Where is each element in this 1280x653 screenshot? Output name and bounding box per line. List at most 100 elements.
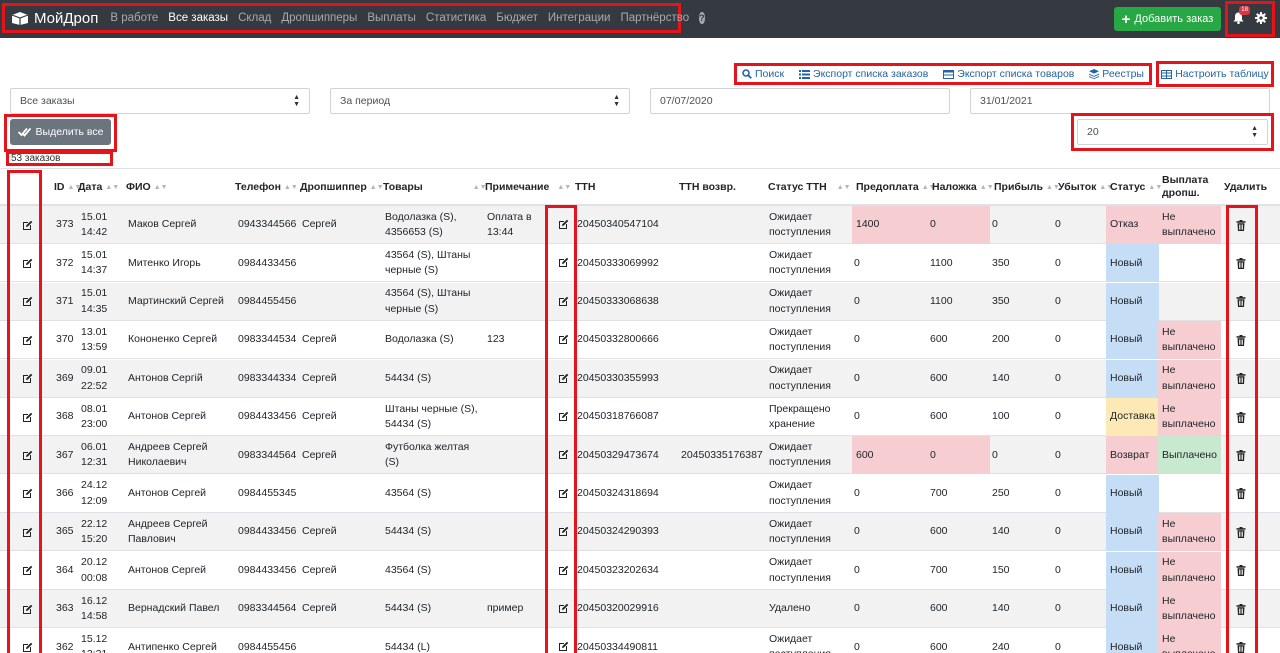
- col-phone[interactable]: Телефон ▲▼: [235, 169, 298, 205]
- ttn-edit-icon[interactable]: [558, 603, 569, 617]
- brand[interactable]: МойДроп: [11, 10, 98, 27]
- nav-link[interactable]: Все заказы: [168, 12, 229, 24]
- trash-icon[interactable]: [1236, 398, 1250, 436]
- col-name[interactable]: ФИО ▲▼: [126, 169, 168, 205]
- cell-products: 43564 (S): [385, 487, 432, 500]
- td-products: Водолазка (S): [383, 321, 481, 359]
- nav-link[interactable]: Интеграции: [547, 12, 611, 24]
- ttn-edit-icon[interactable]: [558, 296, 569, 310]
- td-payout: Не выплачено: [1158, 551, 1221, 590]
- trash-icon[interactable]: [1236, 283, 1250, 321]
- edit-icon[interactable]: [22, 552, 38, 590]
- edit-icon[interactable]: [22, 398, 38, 436]
- edit-icon[interactable]: [22, 513, 38, 551]
- cell-dropshipper: Сергей: [302, 563, 337, 576]
- ttn-edit-icon[interactable]: [558, 565, 569, 579]
- date-to-input[interactable]: 31/01/2021: [970, 88, 1270, 114]
- col-cod[interactable]: Наложка ▲▼: [932, 169, 994, 205]
- main-nav: МойДроп В работе Все заказы Склад Дропшиппе…: [2, 3, 705, 33]
- col-status[interactable]: Статус ▲▼: [1110, 169, 1162, 205]
- edit-icon[interactable]: [22, 283, 38, 321]
- cell-name: Антипенко Сергей: [128, 640, 217, 653]
- ttn-edit-icon[interactable]: [558, 219, 569, 233]
- ttn-edit-icon[interactable]: [558, 257, 569, 271]
- col-id[interactable]: ID ▲▼: [54, 169, 81, 205]
- ttn-edit-icon[interactable]: [558, 488, 569, 502]
- col-dropshipper[interactable]: Дропшиппер ▲▼: [300, 169, 384, 205]
- date-from-input[interactable]: 07/07/2020: [650, 88, 950, 114]
- ttn-edit-icon[interactable]: [558, 641, 569, 653]
- td-name: Маков Сергей: [126, 206, 231, 244]
- edit-icon[interactable]: [22, 475, 38, 513]
- cell-dropshipper: Сергей: [302, 602, 337, 615]
- add-order-button[interactable]: + Добавить заказ: [1114, 7, 1221, 31]
- nav-link[interactable]: Склад: [238, 12, 272, 24]
- col-ttn[interactable]: ТТН: [575, 169, 595, 205]
- ttn-edit-icon[interactable]: [558, 411, 569, 425]
- export-products-link[interactable]: Экспорт списка товаров: [943, 68, 1074, 80]
- orders-count: 53 заказов: [6, 151, 113, 166]
- trash-icon[interactable]: [1236, 436, 1250, 474]
- edit-icon[interactable]: [22, 321, 38, 359]
- col-payout[interactable]: Выплата дропш.: [1162, 169, 1220, 205]
- trash-icon[interactable]: [1236, 513, 1250, 551]
- nav-link[interactable]: Бюджет: [496, 12, 538, 24]
- trash-icon[interactable]: [1236, 321, 1250, 359]
- col-products[interactable]: Товары ▲▼: [383, 169, 487, 205]
- td-ttn-status: Ожидает поступления: [767, 244, 847, 282]
- cell-products: 54434 (S): [385, 525, 432, 538]
- export-orders-link[interactable]: Экспорт списка заказов: [799, 68, 928, 80]
- per-page-select[interactable]: 20 ▲ ▼: [1077, 119, 1268, 145]
- col-loss[interactable]: Убыток ▲▼: [1058, 169, 1113, 205]
- notifications-button[interactable]: 18: [1233, 5, 1250, 27]
- cell-dropshipper: Сергей: [302, 448, 337, 461]
- td-products: 54434 (L): [383, 628, 481, 653]
- col-ttn-status[interactable]: Статус ТТН ▲▼: [768, 169, 851, 205]
- td-phone: 0984455456: [236, 283, 298, 321]
- trash-icon[interactable]: [1236, 590, 1250, 628]
- td-note: [485, 360, 543, 398]
- col-ttn-return[interactable]: ТТН возвр.: [679, 169, 736, 205]
- ttn-edit-icon[interactable]: [558, 373, 569, 387]
- edit-icon[interactable]: [22, 590, 38, 628]
- ttn-edit-icon[interactable]: [558, 334, 569, 348]
- trash-icon[interactable]: [1236, 360, 1250, 398]
- trash-icon[interactable]: [1236, 628, 1250, 653]
- nav-link[interactable]: Дропшипперы: [281, 12, 358, 24]
- nav-link[interactable]: Статистика: [425, 12, 487, 24]
- period-select[interactable]: За период ▲ ▼: [330, 88, 630, 114]
- select-all-button[interactable]: Выделить все: [10, 119, 111, 145]
- trash-icon[interactable]: [1236, 244, 1250, 282]
- configure-table-link[interactable]: Настроить таблицу: [1161, 68, 1269, 80]
- edit-icon[interactable]: [22, 206, 38, 244]
- td-dropshipper: Сергей: [300, 206, 380, 244]
- orders-filter-select[interactable]: Все заказы ▲ ▼: [10, 88, 310, 114]
- help-icon[interactable]: ?: [699, 12, 705, 24]
- col-date[interactable]: Дата ▲▼: [78, 169, 119, 205]
- nav-link[interactable]: В работе: [110, 12, 159, 24]
- col-prepay[interactable]: Предоплата ▲▼: [856, 169, 936, 205]
- ttn-edit-icon[interactable]: [558, 526, 569, 540]
- edit-icon[interactable]: [22, 244, 38, 282]
- col-note[interactable]: Примечание ▲▼: [485, 169, 571, 205]
- cell-ttn-status: Ожидает поступления: [769, 364, 831, 392]
- edit-icon[interactable]: [22, 628, 38, 653]
- cell-name: Маков Сергей: [128, 218, 197, 231]
- trash-icon[interactable]: [1236, 552, 1250, 590]
- col-profit[interactable]: Прибыль ▲▼: [994, 169, 1060, 205]
- trash-icon[interactable]: [1236, 475, 1250, 513]
- gear-icon: [1254, 11, 1267, 24]
- search-link[interactable]: Поиск: [742, 68, 784, 80]
- trash-icon[interactable]: [1236, 206, 1250, 244]
- nav-link[interactable]: Выплаты: [367, 12, 416, 24]
- td-cod: 1100: [928, 244, 990, 282]
- settings-button[interactable]: [1254, 11, 1267, 27]
- edit-icon[interactable]: [22, 360, 38, 398]
- ttn-edit-icon[interactable]: [558, 449, 569, 463]
- cell-profit: 140: [992, 602, 1010, 615]
- cell-loss: 0: [1055, 295, 1061, 308]
- nav-link[interactable]: Партнёрство: [620, 12, 690, 24]
- list-icon: [799, 69, 811, 79]
- registries-link[interactable]: Реестры: [1089, 68, 1144, 80]
- edit-icon[interactable]: [22, 436, 38, 474]
